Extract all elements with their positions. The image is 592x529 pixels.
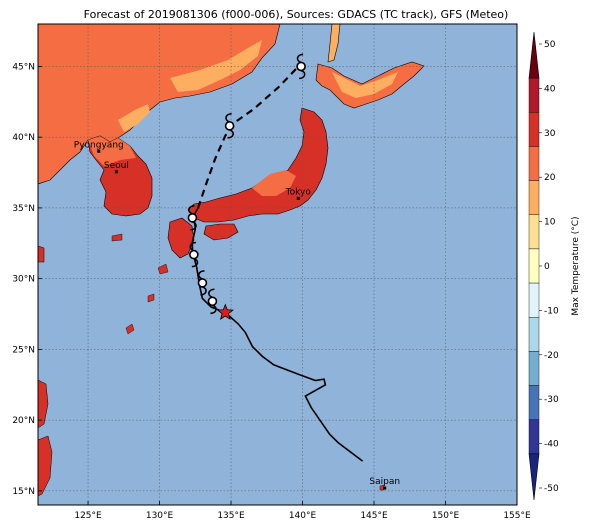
- map-title: Forecast of 2019081306 (f000-006), Sourc…: [83, 8, 509, 21]
- colorbar-tick-label: 20: [544, 173, 556, 183]
- lat-lon-grid: [38, 24, 517, 505]
- typhoon-symbol: [296, 53, 306, 80]
- lon-tick-label: 145°E: [360, 511, 388, 521]
- lat-tick-label: 20°N: [12, 416, 35, 426]
- lat-tick-label: 40°N: [12, 133, 35, 143]
- city-markers: Pyongyang Seoul Tokyo Saipan: [74, 140, 400, 490]
- colorbar-bin: [528, 248, 540, 284]
- typhoon-symbol-eye: [187, 213, 198, 223]
- lat-tick-label: 45°N: [12, 62, 35, 72]
- lon-tick-label: 125°E: [74, 511, 102, 521]
- lon-tick-label: 155°E: [503, 511, 531, 521]
- shikoku: [203, 223, 239, 241]
- colorbar-tick-label: 10: [544, 218, 556, 228]
- typhoon-symbols: [187, 53, 306, 315]
- map-frame: [37, 23, 518, 506]
- colorbar-tick-label: -50: [544, 484, 559, 494]
- typhoon-symbol-eye: [197, 278, 208, 288]
- ryukyu-island-2: [147, 293, 155, 303]
- colorbar-bin: [528, 317, 540, 352]
- colorbar-bin: [528, 112, 540, 147]
- kyushu: [167, 217, 195, 259]
- jeju: [111, 233, 123, 242]
- city-marker: [383, 486, 387, 490]
- lon-tick-label: 140°E: [289, 511, 317, 521]
- mainland-cool-patch-2: [118, 104, 150, 132]
- typhoon-symbol-eye: [189, 249, 199, 260]
- typhoon-symbol: [197, 270, 208, 296]
- city-marker: [97, 149, 101, 153]
- lat-tick-label: 30°N: [12, 275, 35, 285]
- typhoon-symbol-eye: [224, 121, 235, 131]
- city-label: Saipan: [369, 477, 400, 487]
- lat-tick-label: 25°N: [12, 345, 35, 355]
- colorbar-tick-label: -30: [544, 395, 559, 405]
- colorbar-bin: [528, 214, 540, 250]
- colorbar-tick-label: 50: [544, 40, 556, 50]
- city-marker: [114, 170, 118, 174]
- typhoon-symbol-eye: [207, 296, 218, 307]
- ryukyu-island-3: [125, 323, 135, 335]
- lon-tick-label: 130°E: [146, 511, 174, 521]
- saipan-island: [379, 484, 385, 491]
- colorbar-bin: [528, 282, 540, 318]
- hokkaido-cool: [332, 72, 398, 98]
- colorbar-bin: [528, 77, 540, 113]
- colorbar-extend-top: [528, 31, 540, 79]
- colorbar-tick-label: -20: [544, 351, 559, 361]
- colorbar-tick-label: 0: [544, 262, 550, 272]
- luzon-edge: [38, 435, 53, 497]
- typhoon-symbol: [224, 113, 235, 139]
- colorbar-bin: [528, 419, 540, 455]
- colorbar: 50 40 30 20 10 0 -10 -20 -30 -40 -50: [528, 31, 559, 501]
- typhoon-symbol: [189, 241, 199, 268]
- colorbar-tick-label: 40: [544, 84, 556, 94]
- lon-tick-label: 150°E: [432, 511, 460, 521]
- honshu-central-patch: [252, 170, 296, 196]
- mainland-cool-patch: [170, 40, 262, 92]
- colorbar-bin: [528, 180, 540, 215]
- ryukyu-island-1: [157, 263, 169, 275]
- taiwan-edge: [38, 379, 49, 429]
- colorbar-tick-label: -40: [544, 440, 559, 450]
- city-label: Seoul: [104, 161, 129, 171]
- city-marker: [296, 196, 300, 200]
- colorbar-tick-label: 30: [544, 129, 556, 139]
- colorbar-bin: [528, 351, 540, 386]
- typhoon-symbol-eye: [296, 61, 306, 72]
- colorbar-label: Max Temperature (°C): [571, 216, 581, 315]
- current-position-star: [216, 303, 234, 321]
- typhoon-symbol: [207, 288, 218, 315]
- lon-tick-label: 135°E: [217, 511, 245, 521]
- mainland-south-edge: [38, 245, 45, 263]
- lat-tick-label: 15°N: [12, 487, 35, 497]
- city-label: Pyongyang: [74, 140, 124, 150]
- lat-tick-label: 35°N: [12, 204, 35, 214]
- longitude-ticks: 125°E 130°E 135°E 140°E 145°E 150°E 155°E: [74, 501, 531, 521]
- colorbar-bin: [528, 146, 540, 181]
- latitude-ticks: 15°N 20°N 25°N 30°N 35°N 40°N 45°N: [12, 62, 42, 497]
- colorbar-extend-bottom: [528, 453, 540, 501]
- city-label: Tokyo: [285, 187, 312, 197]
- sakhalin: [327, 24, 341, 63]
- korea-north-patch: [88, 136, 136, 166]
- typhoon-symbol: [187, 205, 198, 231]
- colorbar-tick-label: -10: [544, 306, 559, 316]
- colorbar-bin: [528, 385, 540, 420]
